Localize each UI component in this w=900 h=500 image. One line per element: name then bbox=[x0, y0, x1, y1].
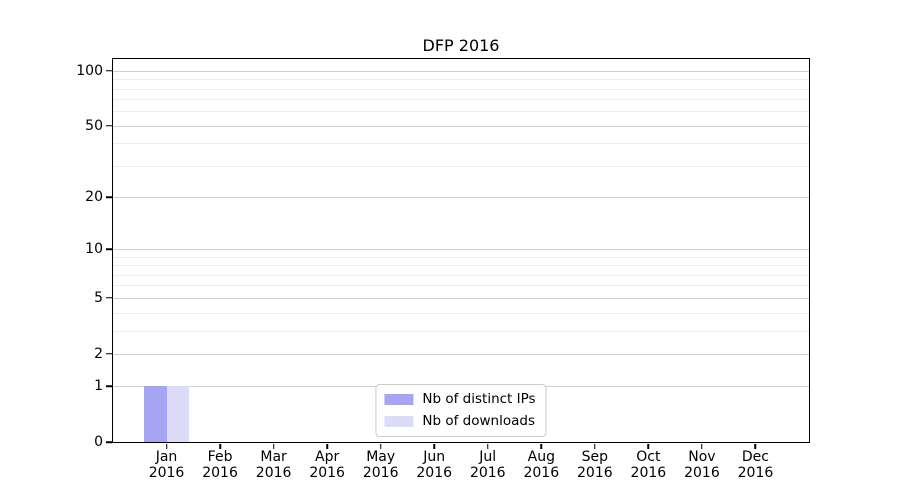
x-tick-mark bbox=[701, 443, 703, 449]
x-tick-mark bbox=[540, 443, 543, 449]
x-tick-mark bbox=[433, 443, 435, 449]
x-tick-mark bbox=[326, 443, 328, 449]
plot-area: Nb of distinct IPs Nb of downloads 0 1 2 5 1… bbox=[76, 58, 810, 480]
y-tick-mark bbox=[105, 125, 112, 127]
y-gridline-minor bbox=[113, 330, 809, 332]
y-tick-label: 0 bbox=[94, 434, 103, 450]
bar bbox=[144, 386, 167, 442]
y-gridline-minor bbox=[113, 88, 809, 90]
y-gridline-minor bbox=[113, 143, 809, 145]
x-tick-label: Oct 2016 bbox=[630, 449, 667, 481]
x-tick-label: Sep 2016 bbox=[577, 449, 613, 481]
x-tick-mark bbox=[379, 443, 382, 449]
x-tick-label: Jan 2016 bbox=[148, 449, 185, 481]
y-tick-mark bbox=[105, 297, 112, 299]
y-tick-label: 1 bbox=[94, 378, 103, 395]
legend-swatch-distinct-ips bbox=[384, 393, 414, 405]
y-tick-label: 10 bbox=[85, 241, 103, 258]
x-tick-mark bbox=[487, 443, 489, 449]
bar bbox=[166, 386, 189, 442]
y-tick-mark bbox=[105, 441, 112, 443]
y-gridline-major bbox=[113, 297, 809, 299]
y-tick-mark bbox=[105, 196, 112, 198]
chart-title: DFP 2016 bbox=[422, 36, 500, 55]
y-tick-label: 2 bbox=[94, 345, 103, 362]
y-gridline-major bbox=[113, 353, 809, 355]
y-gridline-minor bbox=[113, 256, 809, 258]
x-tick-label: Nov 2016 bbox=[684, 449, 720, 481]
x-tick-mark bbox=[165, 443, 168, 449]
legend-item-distinct-ips: Nb of distinct IPs bbox=[384, 391, 536, 407]
x-tick-mark bbox=[594, 443, 596, 449]
y-tick-mark bbox=[105, 352, 112, 355]
y-gridline-major bbox=[113, 70, 809, 72]
x-tick-label: Jul 2016 bbox=[469, 449, 506, 481]
y-gridline-minor bbox=[113, 79, 809, 81]
x-tick-mark bbox=[272, 443, 275, 449]
x-tick-mark bbox=[219, 443, 221, 449]
y-gridline-minor bbox=[113, 274, 809, 276]
y-gridline-minor bbox=[113, 265, 809, 267]
y-tick-label: 20 bbox=[85, 189, 103, 206]
y-gridline-minor bbox=[113, 165, 809, 167]
y-tick-label: 100 bbox=[76, 62, 103, 79]
legend-label-distinct-ips: Nb of distinct IPs bbox=[422, 391, 536, 407]
x-tick-label: Feb 2016 bbox=[202, 449, 238, 481]
legend-label-downloads: Nb of downloads bbox=[422, 413, 535, 429]
x-tick-mark bbox=[754, 443, 757, 449]
y-gridline-major bbox=[113, 197, 809, 199]
x-tick-label: Apr 2016 bbox=[309, 449, 345, 481]
y-tick-mark bbox=[105, 385, 112, 387]
x-tick-label: Jun 2016 bbox=[416, 449, 453, 481]
y-gridline-major bbox=[113, 249, 809, 251]
y-gridline-minor bbox=[113, 99, 809, 101]
x-tick-label: May 2016 bbox=[362, 449, 399, 481]
y-gridline-minor bbox=[113, 285, 809, 287]
y-gridline-major bbox=[113, 125, 809, 127]
y-tick-label: 50 bbox=[85, 117, 103, 134]
x-tick-label: Aug 2016 bbox=[523, 449, 560, 481]
x-tick-label: Dec 2016 bbox=[737, 449, 774, 481]
y-tick-mark bbox=[105, 70, 112, 72]
legend-item-downloads: Nb of downloads bbox=[384, 413, 535, 429]
legend-swatch-downloads bbox=[384, 415, 414, 427]
y-gridline-minor bbox=[113, 312, 809, 314]
y-gridline-minor bbox=[113, 111, 809, 113]
y-tick-label: 5 bbox=[94, 289, 103, 306]
legend: Nb of distinct IPs Nb of downloads bbox=[375, 384, 547, 437]
x-tick-mark bbox=[647, 443, 650, 449]
y-tick-mark bbox=[105, 248, 112, 250]
x-tick-label: Mar 2016 bbox=[255, 449, 292, 481]
